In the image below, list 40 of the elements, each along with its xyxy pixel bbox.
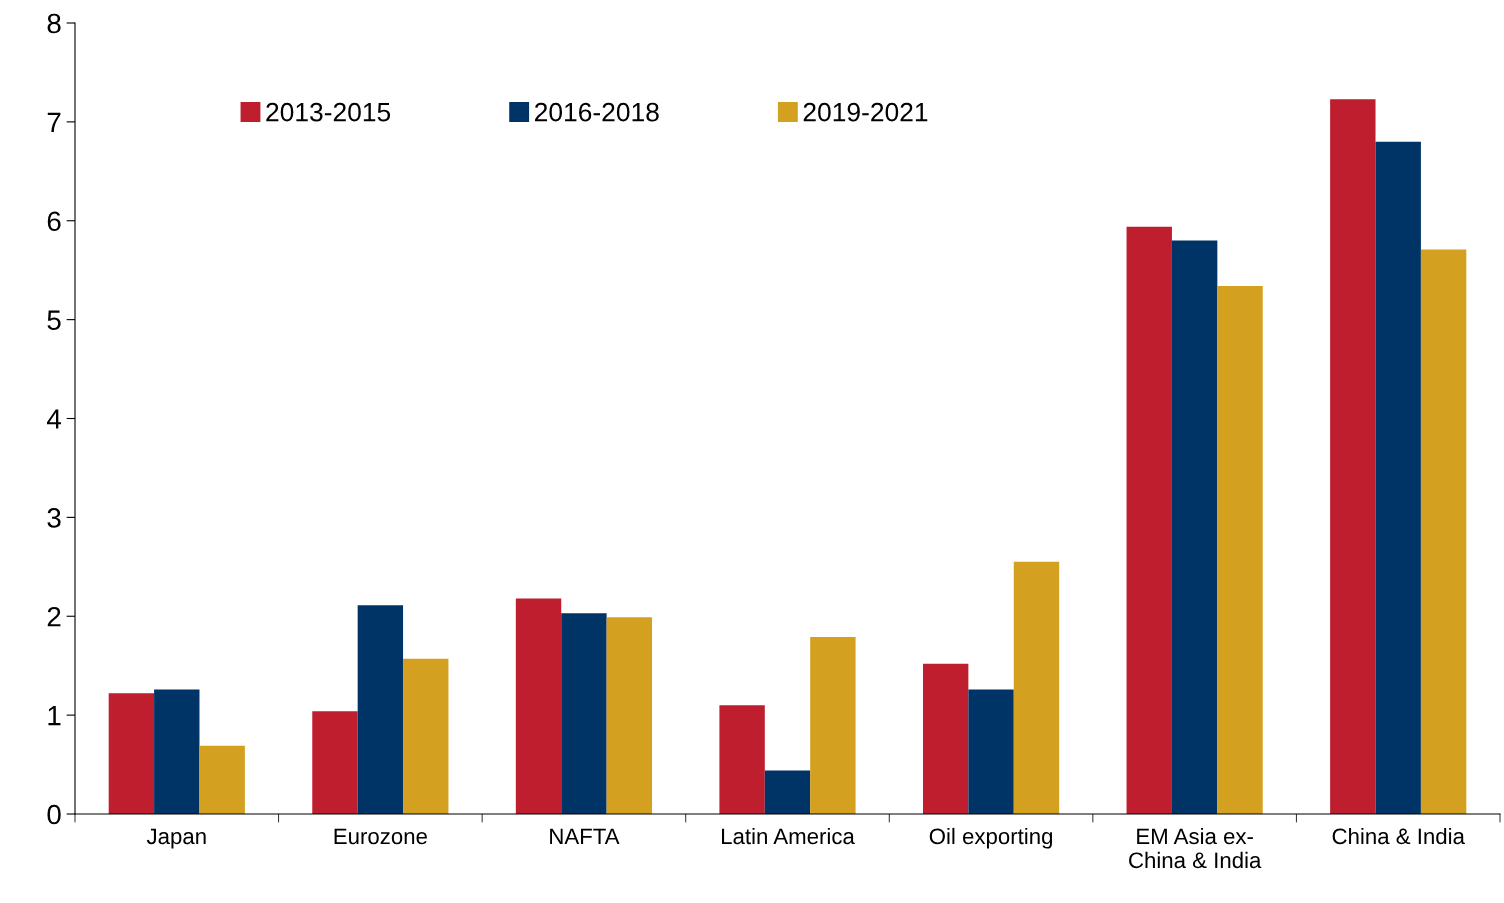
- bar: [515, 598, 562, 814]
- bar: [561, 613, 607, 814]
- bar: [1126, 226, 1172, 814]
- y-tick-label: 0: [47, 804, 61, 825]
- bar: [719, 705, 765, 814]
- x-tick-label: NAFTA: [550, 828, 620, 844]
- bar: [968, 689, 1014, 814]
- x-tick-label: China & India: [1332, 827, 1465, 845]
- x-tick-label: Latin America: [722, 827, 855, 845]
- legend-label: 2019-2021: [803, 102, 928, 122]
- bar: [108, 693, 155, 814]
- bar: [154, 689, 200, 814]
- y-tick-label: 5: [47, 310, 61, 330]
- bar: [606, 617, 653, 814]
- legend-label: 2013-2015: [266, 102, 391, 122]
- bar: [403, 658, 449, 814]
- bar: [1013, 561, 1060, 814]
- bar: [199, 745, 245, 814]
- x-tick-label: EM Asia ex- China & India: [1129, 827, 1262, 869]
- x-tick-label: Japan: [146, 828, 206, 849]
- bar: [312, 711, 358, 814]
- bar: [1171, 240, 1218, 814]
- legend-label: 2016-2018: [535, 102, 659, 122]
- bar: [810, 637, 856, 814]
- bar: [1217, 286, 1263, 814]
- bar: [1330, 99, 1376, 814]
- bar: [764, 770, 811, 814]
- y-tick-label: 1: [48, 706, 61, 726]
- y-tick-label: 8: [47, 13, 61, 34]
- y-tick-label: 3: [47, 508, 61, 528]
- y-tick-label: 4: [47, 409, 61, 429]
- bar: [357, 605, 404, 814]
- y-tick-label: 6: [47, 211, 61, 232]
- y-tick-label: 7: [47, 112, 61, 132]
- x-tick-label: Eurozone: [334, 828, 427, 845]
- bar: [922, 663, 969, 814]
- y-tick-label: 2: [47, 606, 61, 627]
- x-tick-label: Oil exporting: [929, 827, 1053, 849]
- bar: [1375, 141, 1421, 814]
- bar: [1420, 249, 1467, 814]
